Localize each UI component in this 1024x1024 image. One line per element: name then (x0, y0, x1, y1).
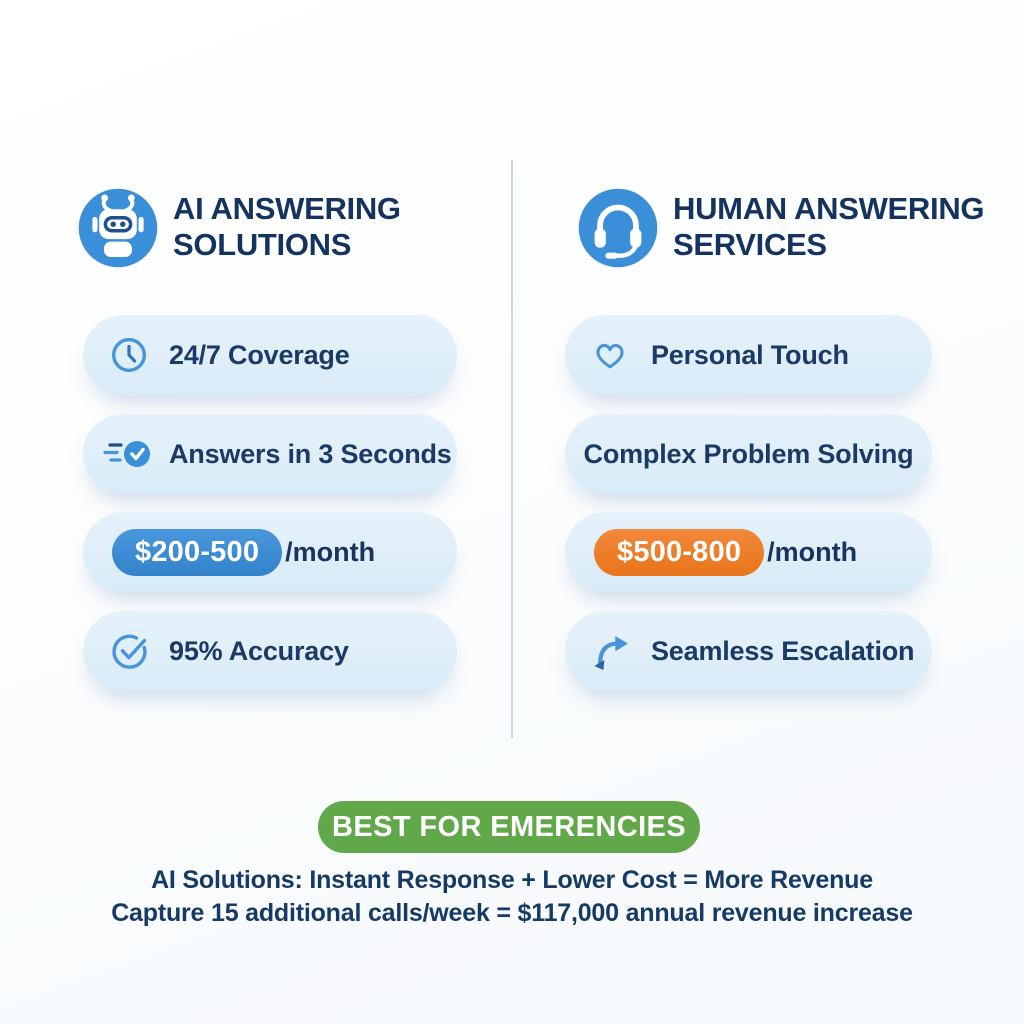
feature-label: Seamless Escalation (651, 635, 915, 666)
column-divider (511, 160, 513, 738)
ai-title-line1: AI ANSWERING (173, 191, 401, 226)
robot-icon (77, 187, 159, 269)
speed-check-icon (103, 434, 155, 474)
escalation-arrow-icon (591, 631, 637, 671)
feature-label: Answers in 3 Seconds (169, 438, 452, 469)
human-title-line1: HUMAN ANSWERING (673, 191, 985, 226)
ai-feature-price: $200-500 /month (83, 512, 457, 592)
heart-icon (591, 336, 637, 374)
human-feature-personal: Personal Touch (565, 315, 932, 395)
feature-label: Complex Problem Solving (583, 438, 914, 469)
ai-price-badge: $200-500 (112, 528, 283, 576)
ai-feature-accuracy: 95% Accuracy (83, 611, 457, 691)
human-feature-escalation: Seamless Escalation (565, 611, 932, 691)
price-suffix: /month (767, 536, 858, 567)
price-suffix: /month (285, 536, 376, 567)
ai-feature-coverage: 24/7 Coverage (83, 315, 457, 395)
best-for-banner: BEST FOR EMERENCIES (318, 801, 700, 853)
summary-line-2: Capture 15 additional calls/week = $117,… (111, 899, 913, 927)
ai-feature-speed: Answers in 3 Seconds (83, 414, 457, 494)
ai-column-header: AI ANSWERING SOLUTIONS (77, 187, 401, 269)
summary-line-1: AI Solutions: Instant Response + Lower C… (151, 866, 873, 894)
clock-icon (109, 335, 155, 375)
ai-column-title: AI ANSWERING SOLUTIONS (173, 191, 401, 263)
human-feature-complex: Complex Problem Solving (565, 414, 932, 494)
check-circle-icon (109, 631, 155, 671)
human-price-badge: $500-800 (594, 528, 765, 576)
ai-title-line2: SOLUTIONS (173, 227, 352, 262)
human-column-header: HUMAN ANSWERING SERVICES (577, 187, 985, 269)
headset-icon (577, 187, 659, 269)
banner-label: BEST FOR EMERENCIES (331, 810, 687, 843)
human-feature-price: $500-800 /month (565, 512, 932, 592)
feature-label: 24/7 Coverage (169, 339, 350, 370)
human-title-line2: SERVICES (673, 227, 827, 262)
human-column-title: HUMAN ANSWERING SERVICES (673, 191, 985, 263)
feature-label: 95% Accuracy (169, 635, 349, 666)
feature-label: Personal Touch (651, 339, 849, 370)
